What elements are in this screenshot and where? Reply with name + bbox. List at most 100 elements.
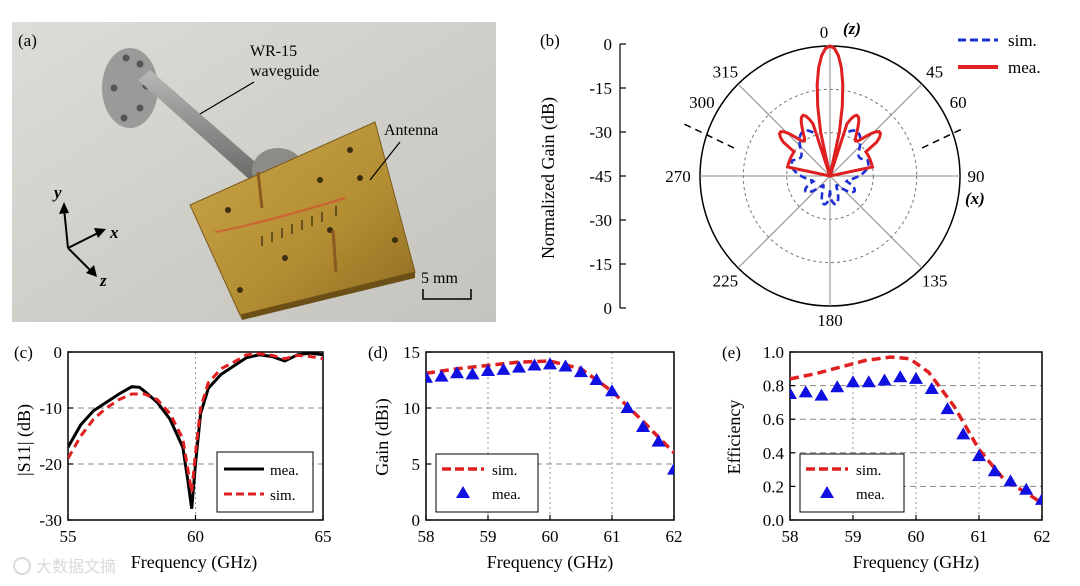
s11-legend-mea: mea. (270, 463, 299, 479)
x-tick-label: 62 (1034, 527, 1051, 546)
efficiency-legend (799, 453, 905, 513)
x-tick-label: 60 (542, 527, 559, 546)
gain-ticks: 58 59 60 61 62 0 5 10 15 (403, 343, 683, 546)
photo-panel-label: (a) (18, 31, 37, 50)
gain-mea-marker (481, 364, 495, 377)
x-tick-label: 65 (315, 527, 332, 546)
polar-angle-label: 90 (968, 167, 985, 186)
x-tick-label: 58 (418, 527, 435, 546)
antenna-photo: (a) WR-15 waveguide Antenna y x z 5 mm (12, 22, 496, 322)
gain-mea-marker (434, 369, 449, 382)
gain-legend-sim: sim. (492, 463, 517, 479)
polar-angle-label: 0 (820, 23, 829, 42)
polar-radial-tick-label: -15 (589, 255, 612, 274)
x-tick-label: 60 (187, 527, 204, 546)
gain-mea-marker (667, 462, 674, 475)
efficiency-legend-mea-swatch (820, 486, 834, 498)
s11-panel-label: (c) (14, 343, 33, 362)
polar-radial-tick-label: -15 (589, 79, 612, 98)
x-tick-label: 61 (604, 527, 621, 546)
y-tick-label: 1.0 (763, 343, 784, 362)
gain-legend (435, 453, 539, 513)
waveguide-label-line2: waveguide (250, 63, 319, 80)
efficiency-mea-marker (830, 380, 845, 393)
polar-angle-label: 225 (713, 272, 739, 291)
antenna-label: Antenna (384, 122, 438, 139)
efficiency-mea-marker (940, 402, 955, 415)
coordinate-axes (63, 207, 101, 273)
polar-radial-ticks: 0 -15 -30 -45 -30 -15 0 (589, 35, 626, 318)
y-tick-label: 10 (403, 399, 420, 418)
polar-spoke (737, 83, 831, 177)
gain-mea-marker (450, 366, 464, 379)
y-tick-label: -10 (39, 399, 62, 418)
scale-bar (422, 289, 472, 300)
polar-angle-label: 180 (817, 311, 843, 330)
polar-x-label: (x) (965, 189, 985, 208)
efficiency-mea-marker (987, 464, 1002, 477)
y-tick-label: 5 (412, 455, 421, 474)
polar-mea-curve (777, 44, 883, 178)
gain-mea-marker (620, 401, 635, 413)
y-tick-label: 0.2 (763, 477, 784, 496)
polar-legend-sim: sim. (1008, 31, 1037, 50)
efficiency-ylabel: Efficiency (724, 400, 744, 475)
polar-angle-label: 300 (689, 93, 715, 112)
watermark: 大数据文摘 (13, 557, 116, 576)
polar-ylabel: Normalized Gain (dB) (538, 97, 559, 259)
polar-radial-tick-label: 0 (604, 35, 613, 54)
waveguide-tube (138, 70, 262, 180)
efficiency-mea-marker (798, 385, 813, 398)
efficiency-mea-marker (1019, 482, 1034, 495)
x-tick-label: 62 (666, 527, 683, 546)
polar-radial-tick-label: -45 (589, 167, 612, 186)
polar-300-marker (679, 121, 735, 149)
gain-legend-mea-swatch (456, 486, 470, 498)
y-tick-label: 0.0 (763, 511, 784, 530)
gain-mea-marker (496, 362, 511, 375)
s11-ticks: 55 60 65 0 -10 -20 -30 (39, 343, 331, 546)
antenna-leader-line (369, 141, 401, 181)
polar-angle-label: 270 (665, 167, 691, 186)
watermark-text: 大数据文摘 (36, 557, 116, 576)
polar-60-marker (921, 127, 965, 149)
gain-mea-marker (589, 373, 604, 385)
efficiency-grid (790, 352, 1042, 520)
polar-chart: (b) Normalized Gain (dB) 0 -15 -30 -45 -30 -1… (538, 19, 1041, 330)
efficiency-mea-marker (814, 388, 829, 401)
gain-panel-label: (d) (368, 343, 388, 362)
gain-mea-marker (543, 357, 557, 370)
gain-chart: (d) 58 59 60 61 62 0 5 10 15 sim. mea. Frequency… (368, 343, 683, 573)
s11-legend (216, 451, 314, 513)
gain-mea-marker (512, 360, 526, 373)
efficiency-mea-marker (846, 375, 860, 388)
x-tick-label: 58 (782, 527, 799, 546)
watermark-icon (13, 557, 31, 575)
efficiency-mea-marker (924, 381, 939, 394)
s11-legend-sim: sim. (270, 488, 295, 504)
x-tick-label: 55 (60, 527, 77, 546)
slot-array (261, 206, 337, 246)
gain-mea-marker (426, 370, 433, 383)
y-tick-label: 15 (403, 343, 420, 362)
gain-mea-marker (651, 434, 666, 447)
efficiency-mea-marker (956, 427, 971, 440)
s11-ylabel: |S11| (dB) (14, 404, 35, 476)
efficiency-legend-mea: mea. (856, 487, 885, 503)
gain-mea-markers (426, 357, 674, 475)
polar-angle-label: 135 (922, 272, 948, 291)
y-tick-label: 0 (412, 511, 421, 530)
polar-z-label: (z) (843, 19, 861, 38)
efficiency-mea-markers (790, 370, 1042, 505)
polar-angle-label: 60 (950, 93, 967, 112)
efficiency-panel-label: (e) (722, 343, 741, 362)
y-tick-label: 0.8 (763, 377, 784, 396)
gain-ylabel: Gain (dBi) (372, 398, 393, 475)
axis-z-label: z (99, 271, 107, 290)
axis-x-label: x (109, 223, 119, 242)
y-tick-label: 0 (54, 343, 63, 362)
polar-angle-label: 315 (713, 62, 739, 81)
s11-xlabel: Frequency (GHz) (131, 552, 257, 573)
y-tick-label: -30 (39, 511, 62, 530)
